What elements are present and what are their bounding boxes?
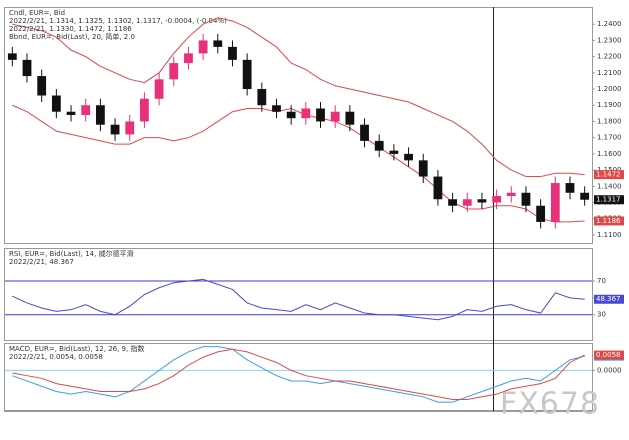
series-line [12,346,585,403]
last-value-label: 48.367 [596,295,621,303]
candle-body [462,199,472,206]
series-line [12,278,585,321]
y-tick-label: 1.1800 [597,117,622,125]
candle-body [22,59,32,77]
candle-body [81,105,91,115]
candle-body [345,111,355,125]
candle-body [565,183,575,193]
candle-body [389,150,399,154]
candle-body [316,108,325,122]
last-value-box [594,195,624,205]
y-tick-label: 1.1400 [597,182,622,190]
candle-body [536,205,546,222]
y-tick-label: 1.1900 [597,101,622,109]
candle-body [374,140,384,151]
candle-body [242,59,252,90]
candle-body [550,183,560,222]
candle-body [477,199,487,203]
panel-subtitle: 2022/2/21, 0.0054, 0.0058 [9,353,103,361]
candle-body [51,95,61,112]
y-tick-label: 1.2000 [597,85,622,93]
last-value-box [594,216,624,226]
panel-title: Cndl, EUR=, Bid [9,9,65,17]
candle-body [66,111,76,115]
last-value-label: 1.1472 [596,171,621,179]
candle-body [7,53,17,60]
candle-body [521,192,531,206]
watermark: FX678 [500,387,600,422]
legend-entry: Bbnd, EUR=, Bid(Last), 20, 简单, 2.0 [9,32,135,41]
candle-body [492,196,502,203]
panel-title: RSI, EUR=, Bid(Last), 14, 威尔德平滑 [9,249,134,258]
candle-body [360,124,369,141]
candle-body [580,192,590,200]
y-tick-label: 1.1100 [597,231,622,239]
y-tick-label: 1.1500 [597,166,622,174]
candle-body [433,176,443,200]
candle-body [125,121,135,135]
candle-body [448,199,457,206]
y-tick-label: 70 [597,277,606,285]
candle-body [110,124,120,135]
candle-body [198,40,208,54]
candle-body [154,79,164,99]
y-tick-label: 1.2400 [597,20,622,28]
y-tick-label: 30 [597,311,606,319]
panel-subtitle: 2022/2/21, 48.367 [9,258,74,266]
candle-body [184,53,193,64]
y-tick-label: 1.1700 [597,134,622,142]
candle-body [330,111,340,122]
candle-body [169,63,179,80]
panel-title: MACD, EUR=, Bid(Last), 12, 26, 9, 指数 [9,344,144,353]
last-value-label: 1.1317 [596,196,621,204]
candle-body [95,105,105,125]
price-panel-frame [4,7,593,244]
y-tick-label: 1.2200 [597,53,622,61]
rsi-panel-frame [4,248,593,341]
last-value-label: 1.1186 [596,217,621,225]
candle-body [228,46,237,60]
series-line [12,348,585,400]
candle-body [301,108,311,119]
candle-body [257,89,267,106]
y-tick-label: 1.2300 [597,36,622,44]
series-line [12,104,585,223]
last-value-label: 0.0058 [596,351,621,359]
candle-body [37,76,47,96]
candle-body [418,160,428,177]
candle-body [272,105,281,112]
last-value-box [594,350,624,360]
candle-body [404,153,413,161]
candle-body [140,98,149,122]
last-value-box [594,170,624,180]
y-tick-label: 1.2100 [597,69,622,77]
y-tick-label: 0.0000 [597,366,622,374]
series-line [12,17,585,178]
last-value-box [594,294,624,304]
y-tick-label: 1.1600 [597,150,622,158]
panel-subtitle: 2022/2/21, 1.1314, 1.1325, 1.1302, 1.131… [9,17,227,25]
annotation: 2022/2/21, 1.1330, 1.1472, 1.1186 [9,25,132,33]
candle-body [506,192,516,196]
candle-body [286,111,296,119]
candle-body [213,40,223,47]
macd-panel-frame [4,343,593,411]
